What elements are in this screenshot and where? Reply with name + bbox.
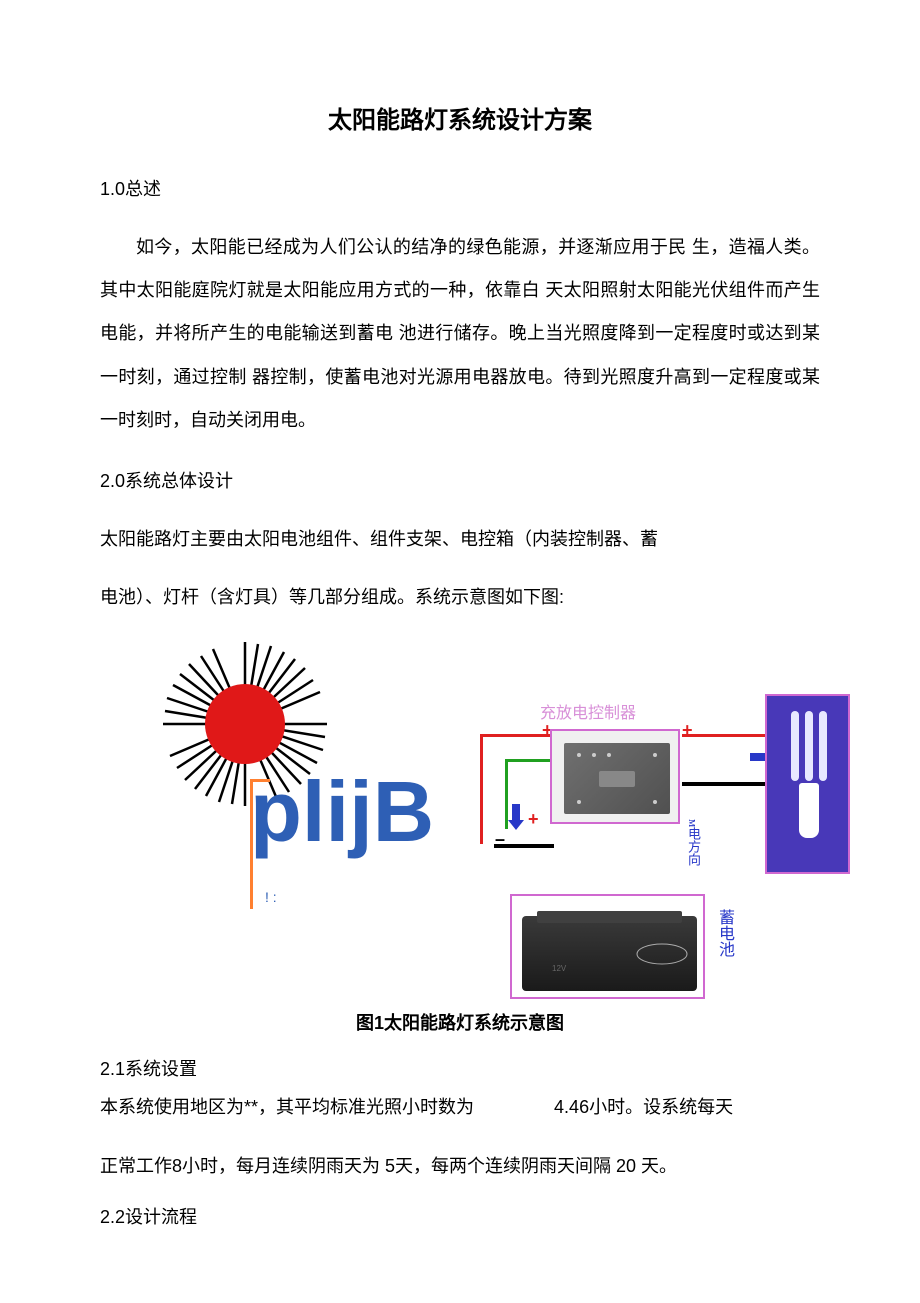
lamp-bulb (787, 711, 832, 811)
section-2-text2: 电池）、灯杆（含灯具）等几部分组成。系统示意图如下图: (100, 576, 820, 619)
wire-red-1 (480, 734, 550, 737)
section-1-text: 如今，太阳能已经成为人们公认的结净的绿色能源，并逐渐应用于民 生，造福人类。其中… (100, 226, 820, 442)
terminal-pos-3: + (528, 809, 539, 830)
section-21-text2: 正常工作8小时，每月连续阴雨天为 5天，每两个连续阴雨天间隔 20 天。 (100, 1145, 820, 1188)
lamp-area (765, 694, 850, 874)
controller-box (550, 729, 680, 824)
section-22-heading: 2.2设计流程 (100, 1203, 820, 1229)
battery-box: 12V (522, 916, 697, 991)
arrow-blue-2 (508, 804, 524, 830)
wire-black-3 (682, 782, 737, 786)
system-diagram: plijB ! : 充放电控制器 + + – + м电方向 (100, 634, 820, 1004)
section-21-heading: 2.1系统设置 (100, 1055, 820, 1081)
battery-label: 蓄电池 (712, 909, 736, 957)
direction-label: м电方向 (684, 819, 703, 866)
battery-area: 12V (510, 894, 705, 999)
wire-green-2 (505, 759, 553, 762)
watermark-text: plijB (250, 764, 434, 862)
controller-label: 充放电控制器 (540, 699, 636, 723)
terminal-neg-1: – (495, 829, 505, 850)
section-2-text1: 太阳能路灯主要由太阳电池组件、组件支架、电控箱（内装控制器、蓄 (100, 518, 820, 561)
terminal-pos-2: + (682, 720, 693, 741)
section-21-text1: 本系统使用地区为**，其平均标准光照小时数为 4.46小时。设系统每天 (100, 1086, 820, 1129)
figure-caption: 图1太阳能路灯系统示意图 (100, 1009, 820, 1035)
controller-inner (564, 743, 670, 814)
section-1-heading: 1.0总述 (100, 175, 820, 201)
wire-red-2 (480, 734, 483, 844)
section-21-text1b: 4.46小时。设系统每天 (554, 1097, 733, 1117)
section-2-heading: 2.0系统总体设计 (100, 467, 820, 493)
svg-text:12V: 12V (552, 964, 567, 973)
section-21-text1a: 本系统使用地区为**，其平均标准光照小时数为 (100, 1097, 474, 1117)
doc-title: 太阳能路灯系统设计方案 (100, 100, 820, 135)
watermark-small: ! : (265, 889, 277, 905)
